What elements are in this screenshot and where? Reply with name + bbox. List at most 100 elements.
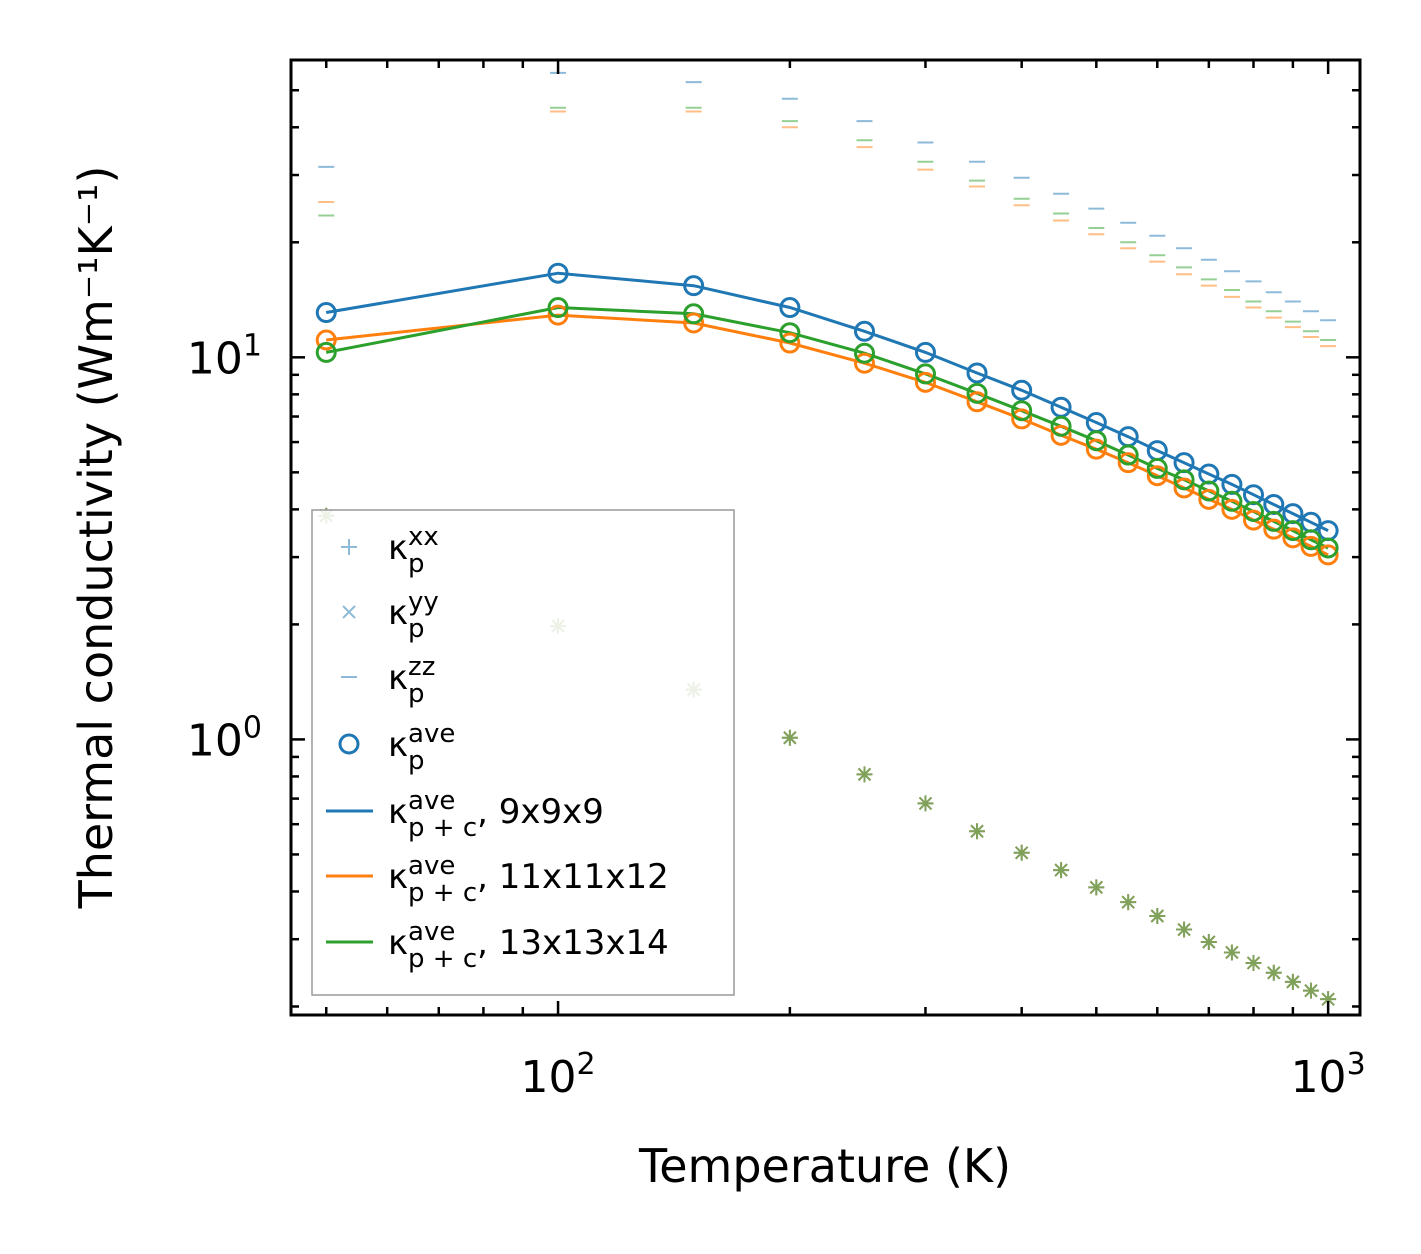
kxx-yy-marker-13x13x14 <box>1149 908 1166 925</box>
kxx-yy-marker-13x13x14 <box>1223 944 1240 961</box>
kxx-yy-marker-11x11x12 <box>1320 991 1337 1008</box>
kyy-marker-9x9x9 <box>1246 956 1261 970</box>
kave-marker-11x11x12 <box>315 329 337 351</box>
kxx-marker-13x13x14 <box>1223 944 1240 961</box>
legend-label-kyy: κyy p <box>388 587 439 644</box>
legend-label-line-11: κave p + c, 11x11x12 <box>388 851 669 908</box>
kxx-yy-marker-11x11x12 <box>1302 982 1319 999</box>
kave-marker-13x13x14 <box>1146 457 1168 479</box>
kyy-marker-13x13x14 <box>1267 966 1281 980</box>
kyy-marker-13x13x14 <box>1121 895 1135 909</box>
kxx-yy-marker-9x9x9 <box>856 766 873 783</box>
kyy-marker-13x13x14 <box>1014 846 1029 860</box>
kave-marker-11x11x12 <box>1198 488 1220 510</box>
kxx-yy-marker-13x13x14 <box>1013 844 1030 861</box>
kxx-yy-marker-11x11x12 <box>1284 973 1301 990</box>
kave-marker-9x9x9 <box>853 320 875 342</box>
kave-marker-9x9x9 <box>1317 520 1339 542</box>
kxx-marker-13x13x14 <box>1302 982 1319 999</box>
y-tick-label: 101 <box>187 328 262 384</box>
kave-marker-13x13x14 <box>315 341 337 363</box>
kyy-marker-11x11x12 <box>857 767 872 782</box>
kyy-marker-9x9x9 <box>783 731 797 745</box>
legend-label-kxx: κxx p <box>388 522 439 579</box>
kyy-marker-13x13x14 <box>1246 956 1261 970</box>
kxx-marker-11x11x12 <box>1013 844 1030 861</box>
kyy-marker-13x13x14 <box>1225 945 1239 960</box>
kave-marker-13x13x14 <box>1085 430 1107 452</box>
kxx-marker-9x9x9 <box>1053 862 1070 879</box>
kxx-marker-11x11x12 <box>856 766 873 783</box>
kyy-marker-9x9x9 <box>1225 945 1239 960</box>
kyy-marker-13x13x14 <box>1150 909 1164 923</box>
kxx-marker-11x11x12 <box>1149 908 1166 925</box>
legend-cross-icon <box>342 605 356 619</box>
kxx-marker-9x9x9 <box>1200 933 1217 950</box>
kyy-marker-9x9x9 <box>1054 863 1068 877</box>
kave-marker-11x11x12 <box>914 371 936 393</box>
kave-marker-13x13x14 <box>1242 500 1264 522</box>
kxx-marker-11x11x12 <box>1088 879 1105 896</box>
kxx-marker-13x13x14 <box>1149 908 1166 925</box>
kave-marker-13x13x14 <box>1011 400 1033 422</box>
legend-item-kyy: κyy p <box>342 587 439 644</box>
kave-marker-13x13x14 <box>1263 510 1285 532</box>
kyy-marker-11x11x12 <box>1286 975 1300 989</box>
kave-marker-13x13x14 <box>966 382 988 404</box>
kxx-marker-13x13x14 <box>1053 862 1070 879</box>
plot-frame <box>289 58 1362 1017</box>
kyy-marker-13x13x14 <box>1054 863 1068 877</box>
kave-marker-11x11x12 <box>1317 544 1339 566</box>
kave-marker-9x9x9 <box>683 275 705 297</box>
legend-plus-icon <box>341 539 357 555</box>
kyy-marker-11x11x12 <box>1121 895 1135 909</box>
kxx-marker-9x9x9 <box>1284 973 1301 990</box>
kxx-yy-marker-11x11x12 <box>856 766 873 783</box>
legend-item-kave: κave p <box>338 719 455 776</box>
kave-marker-11x11x12 <box>779 332 801 354</box>
kyy-marker-11x11x12 <box>1089 880 1104 895</box>
kxx-yy-marker-9x9x9 <box>917 795 934 812</box>
kave-marker-13x13x14 <box>1317 537 1339 559</box>
kave-marker-11x11x12 <box>966 391 988 413</box>
kxx-yy-marker-13x13x14 <box>856 766 873 783</box>
kxx-yy-marker-13x13x14 <box>1284 973 1301 990</box>
kxx-yy-marker-9x9x9 <box>1149 908 1166 925</box>
kave-marker-11x11x12 <box>1085 438 1107 460</box>
kxx-yy-marker-13x13x14 <box>1302 982 1319 999</box>
kave-line-11x11x12 <box>326 313 1329 557</box>
kave-line-9x9x9 <box>325 271 1329 532</box>
kxx-marker-9x9x9 <box>1088 879 1105 896</box>
legend-item-line-13: κave p + c, 13x13x14 <box>326 917 669 974</box>
kave-marker-13x13x14 <box>1198 480 1220 502</box>
kave-marker-13x13x14 <box>853 342 875 364</box>
kxx-marker-13x13x14 <box>1284 973 1301 990</box>
kxx-marker-11x11x12 <box>1302 982 1319 999</box>
kxx-yy-marker-9x9x9 <box>1284 973 1301 990</box>
kxx-marker-9x9x9 <box>781 729 798 746</box>
kave-marker-13x13x14 <box>1050 415 1072 437</box>
kyy-marker-13x13x14 <box>1321 992 1335 1006</box>
kave-marker-11x11x12 <box>1146 465 1168 487</box>
kxx-marker-11x11x12 <box>781 729 798 746</box>
kave-marker-11x11x12 <box>853 352 875 374</box>
legend-marker <box>341 539 357 555</box>
kyy-marker-13x13x14 <box>1089 880 1104 895</box>
kxx-yy-marker-9x9x9 <box>1200 933 1217 950</box>
legend-item-line-9: κave p + c, 9x9x9 <box>326 786 604 843</box>
kxx-marker-9x9x9 <box>1013 844 1030 861</box>
kave-marker-13x13x14 <box>914 363 936 385</box>
legend-label-kave: κave p <box>388 719 455 776</box>
kxx-marker-13x13x14 <box>1200 933 1217 950</box>
kave-marker-9x9x9 <box>779 297 801 319</box>
kyy-marker-9x9x9 <box>1150 909 1164 923</box>
kave-marker-9x9x9 <box>315 302 337 324</box>
kave-marker-13x13x14 <box>1282 520 1304 542</box>
kxx-yy-marker-13x13x14 <box>1200 933 1217 950</box>
legend-item-kxx: κxx p <box>341 522 439 579</box>
kyy-marker-11x11x12 <box>1321 992 1335 1006</box>
kxx-marker-13x13x14 <box>781 729 798 746</box>
kxx-yy-marker-13x13x14 <box>969 823 986 840</box>
kxx-marker-9x9x9 <box>1245 954 1262 971</box>
kxx-yy-marker-13x13x14 <box>781 729 798 746</box>
